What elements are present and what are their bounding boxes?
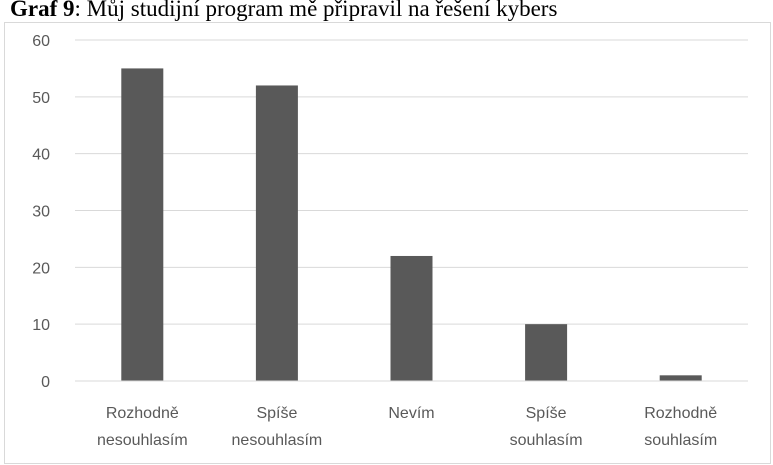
y-tick-label: 0	[41, 374, 50, 391]
bar	[121, 68, 164, 382]
bar	[255, 85, 298, 381]
x-tick-label: Rozhodně	[644, 405, 717, 422]
x-tick-label: souhlasím	[510, 432, 583, 449]
y-tick-label: 20	[32, 260, 50, 277]
x-tick-label: Spíše	[256, 405, 297, 422]
x-tick-label: souhlasím	[644, 432, 717, 449]
y-tick-label: 50	[32, 90, 50, 107]
chart-title: Graf 9: Můj studijní program mě připravi…	[10, 0, 557, 21]
title-label: Graf 9	[10, 0, 75, 21]
x-tick-label: Spíše	[526, 405, 567, 422]
bar	[525, 324, 568, 381]
bar	[390, 255, 433, 381]
x-tick-label: nesouhlasím	[97, 432, 188, 449]
x-tick-label: Rozhodně	[106, 405, 179, 422]
x-tick-label: nesouhlasím	[232, 432, 323, 449]
title-background	[0, 0, 773, 22]
x-tick-label: Nevím	[388, 405, 434, 422]
y-tick-label: 30	[32, 204, 50, 221]
title-text: : Můj studijní program mě připravil na ř…	[75, 0, 558, 21]
chart-border	[4, 22, 771, 464]
bar	[659, 375, 702, 381]
y-tick-label: 40	[32, 147, 50, 164]
y-tick-label: 60	[32, 33, 50, 50]
y-tick-label: 10	[32, 317, 50, 334]
